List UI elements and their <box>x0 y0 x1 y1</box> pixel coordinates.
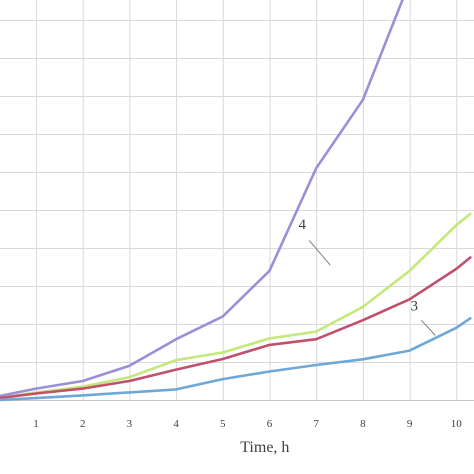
x-tick-label: 9 <box>407 418 413 430</box>
x-tick-labels: 1 2 3 4 5 6 7 8 9 10 <box>33 418 462 430</box>
series-line <box>0 0 404 398</box>
x-tick-label: 3 <box>127 418 133 430</box>
series-lines <box>0 0 472 402</box>
grid <box>0 0 474 400</box>
x-tick-label: 7 <box>313 418 319 430</box>
x-tick-label: 8 <box>360 418 366 430</box>
x-tick-label: 6 <box>267 418 273 430</box>
annotation-leader <box>308 240 331 266</box>
curve-label: 4 <box>298 217 306 233</box>
series-line <box>0 317 472 402</box>
annotation-leader <box>420 319 436 336</box>
curve-annotations: 43 <box>298 217 436 336</box>
x-tick-label: 10 <box>451 418 463 430</box>
curve-label: 3 <box>411 299 419 315</box>
series-line <box>0 212 472 400</box>
x-axis-title: Time, h <box>240 439 289 456</box>
x-tick-label: 2 <box>80 418 86 430</box>
x-tick-label: 1 <box>33 418 39 430</box>
x-tick-label: 4 <box>173 418 179 430</box>
x-tick-label: 5 <box>220 418 226 430</box>
series-line <box>0 256 472 400</box>
